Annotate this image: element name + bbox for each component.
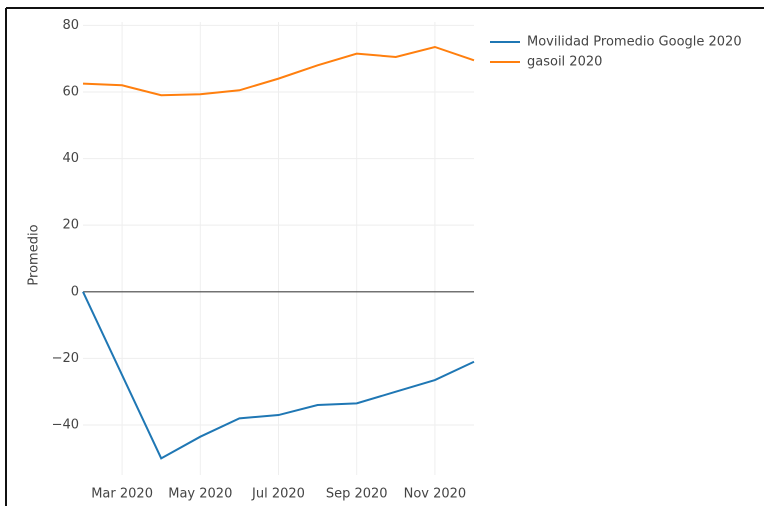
x-tick-label: Sep 2020 [326, 487, 388, 502]
y-tick-label: 40 [62, 151, 79, 166]
series-line [82, 291, 475, 460]
x-tick-label: Nov 2020 [404, 487, 467, 502]
legend-label[interactable]: gasoil 2020 [527, 55, 602, 70]
series-line [82, 45, 475, 97]
y-axis-label: Promedio [27, 224, 42, 285]
y-tick-label: 60 [62, 84, 79, 99]
y-tick-label: 20 [62, 218, 79, 233]
y-tick-label: −40 [52, 418, 79, 433]
x-tick-label: Mar 2020 [91, 487, 153, 502]
x-tick-label: Jul 2020 [251, 487, 305, 502]
y-tick-label: 80 [62, 18, 79, 33]
x-tick-label: May 2020 [168, 487, 232, 502]
legend-label[interactable]: Movilidad Promedio Google 2020 [527, 35, 742, 50]
y-tick-label: 0 [71, 284, 79, 299]
y-tick-label: −20 [52, 351, 79, 366]
